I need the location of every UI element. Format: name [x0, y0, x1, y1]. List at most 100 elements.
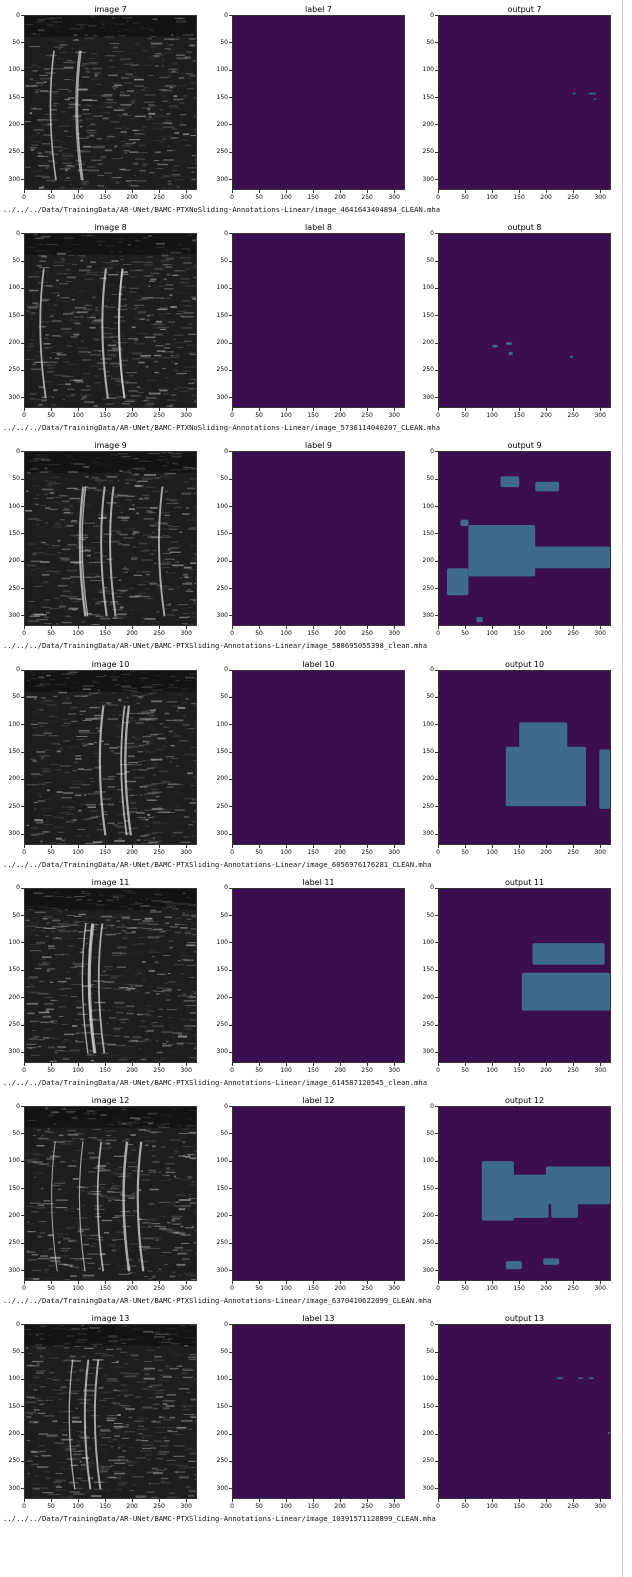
- y-tick-label: 150: [216, 966, 228, 974]
- speckle: [139, 299, 149, 301]
- x-tick-label: 100: [72, 848, 84, 856]
- speckle: [35, 33, 41, 36]
- speckle: [145, 714, 148, 716]
- predicted-region: [505, 1261, 522, 1270]
- speckle: [140, 317, 146, 320]
- speckle: [86, 385, 90, 388]
- speckle: [165, 1365, 172, 1368]
- speckle: [180, 310, 188, 311]
- y-tick-label: 100: [8, 720, 20, 728]
- speckle: [106, 97, 112, 100]
- speckle: [46, 934, 50, 936]
- speckle: [172, 1408, 183, 1410]
- speckle: [166, 1459, 176, 1462]
- speckle: [153, 562, 157, 565]
- speckle: [190, 994, 193, 997]
- speckle: [48, 508, 59, 511]
- speckle: [72, 289, 76, 291]
- speckle: [118, 905, 128, 907]
- speckle: [147, 1387, 158, 1388]
- speckle: [66, 276, 77, 279]
- speckle: [84, 922, 89, 924]
- speckle: [126, 570, 129, 573]
- speckle: [69, 522, 80, 524]
- label-plot: [232, 1324, 405, 1500]
- speckle: [70, 1275, 77, 1278]
- speckle: [47, 1165, 51, 1168]
- image-title: image 11: [91, 877, 130, 887]
- speckle: [106, 1261, 112, 1263]
- speckle: [54, 523, 62, 526]
- speckle: [69, 786, 81, 788]
- speckle: [62, 702, 72, 704]
- speckle: [129, 287, 139, 289]
- speckle: [63, 313, 74, 315]
- speckle: [131, 558, 138, 561]
- speckle: [146, 319, 150, 321]
- y-tick-label: 100: [8, 938, 20, 946]
- y-tick-label: 150: [8, 93, 20, 101]
- output-panel: output 13 0 0 50 50 100 100 150 150 200 200 250 250 3…: [414, 1312, 611, 1512]
- speckle: [60, 1386, 67, 1389]
- speckle: [103, 267, 114, 270]
- speckle: [46, 1335, 53, 1337]
- speckle: [38, 282, 41, 284]
- speckle: [46, 1396, 57, 1398]
- speckle: [90, 1110, 101, 1112]
- speckle: [186, 73, 194, 75]
- speckle: [48, 134, 52, 136]
- y-tick-label: 100: [216, 720, 228, 728]
- speckle: [188, 333, 196, 335]
- speckle: [122, 890, 133, 892]
- pleural-line: [100, 486, 108, 617]
- speckle: [38, 1011, 50, 1013]
- speckle: [187, 727, 195, 729]
- speckle: [68, 255, 75, 256]
- speckle: [141, 710, 147, 713]
- speckle: [142, 927, 153, 929]
- speckle: [82, 108, 89, 111]
- speckle: [63, 791, 74, 794]
- speckle: [61, 796, 72, 798]
- speckle: [124, 1363, 128, 1365]
- speckle: [48, 1265, 57, 1267]
- speckle: [83, 1003, 87, 1006]
- y-tick-label: 250: [422, 584, 434, 592]
- x-tick-mark: [24, 1062, 25, 1066]
- speckle: [96, 815, 101, 817]
- speckle: [117, 838, 123, 839]
- x-tick-label: 200: [334, 1066, 346, 1074]
- speckle: [172, 1217, 181, 1220]
- x-tick-label: 300: [594, 1066, 606, 1074]
- speckle: [169, 1196, 173, 1198]
- speckle: [119, 94, 125, 97]
- y-tick-mark: [229, 451, 232, 453]
- speckle: [54, 497, 62, 499]
- speckle: [113, 541, 119, 544]
- speckle: [34, 21, 44, 23]
- speckle: [182, 613, 189, 614]
- speckle: [88, 1118, 96, 1120]
- speckle: [41, 606, 47, 609]
- speckle: [136, 838, 141, 841]
- speckle: [155, 1248, 160, 1250]
- speckle: [148, 1225, 152, 1228]
- speckle: [111, 1362, 119, 1364]
- speckle: [84, 916, 92, 918]
- speckle: [27, 1108, 35, 1110]
- speckle: [95, 917, 101, 919]
- speckle: [44, 599, 50, 601]
- speckle: [175, 354, 180, 357]
- pleural-line: [120, 705, 128, 836]
- speckle: [173, 369, 179, 372]
- speckle: [161, 187, 166, 189]
- speckle: [182, 1205, 191, 1207]
- speckle: [70, 28, 78, 30]
- speckle: [26, 1002, 39, 1005]
- predicted-region: [599, 748, 610, 809]
- speckle: [111, 951, 123, 954]
- speckle: [70, 1464, 78, 1467]
- x-tick-label: 250: [567, 194, 579, 201]
- speckle: [128, 136, 137, 137]
- speckle: [87, 805, 96, 808]
